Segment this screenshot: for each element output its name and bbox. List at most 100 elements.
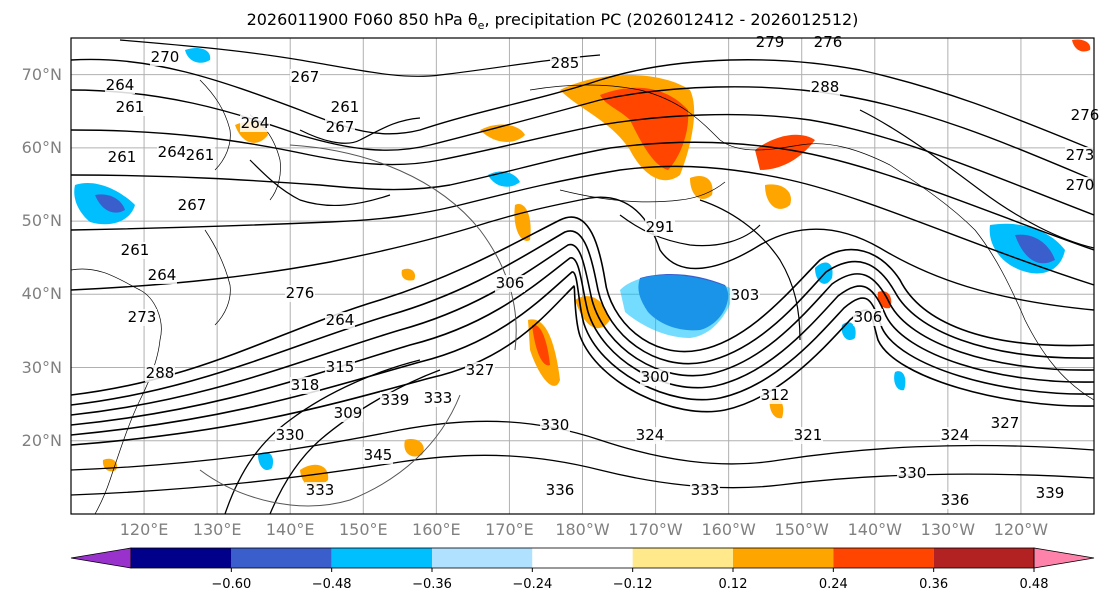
colorbar-segment [231,548,332,568]
contour-label-bg [107,149,137,166]
contour-label: 291 [646,218,675,236]
contour-label-bg [185,147,215,164]
coast-okhotsk [199,79,231,171]
contour-label-bg [1070,107,1100,124]
contour-label-bg [127,309,157,326]
contour-label: 336 [546,481,575,499]
contour-line [71,257,1094,426]
precip-red-alaska [600,87,689,170]
colorbar-extend-high [1033,547,1095,569]
contour-label: 267 [178,196,207,214]
contour-line [859,109,1094,249]
circle-arc-south [199,394,461,507]
longitude-label: 150°W [774,520,829,539]
contour-label-bg [325,312,355,329]
contour-label: 261 [116,98,145,116]
contour-line [299,117,421,144]
contour-line [71,216,1094,396]
map-title: 2026011900 F060 850 hPa θe, precipitatio… [246,10,859,33]
contour-label-bg [157,144,187,161]
contour-line [619,214,761,247]
contour-label: 333 [306,481,335,499]
colorbar-segment [532,548,633,568]
colorbar-outline [130,547,1035,569]
contour-label-bg [990,415,1020,432]
colorbar [70,547,1095,572]
contour-label: 288 [811,78,840,96]
longitude-label: 170°W [628,520,683,539]
contour-label: 339 [1036,484,1065,502]
colorbar-tick-label: 0.12 [718,577,748,592]
contour-label-bg [1065,177,1095,194]
contour-label: 264 [241,114,270,132]
overlay-arcs [199,144,517,507]
precip-orange-ne [1072,39,1091,52]
contour-label: 273 [1066,146,1095,164]
contour-label-bg [333,405,363,422]
contour-label-bg [275,427,305,444]
longitude-label: 130°E [192,520,242,539]
contour-label: 261 [108,148,137,166]
contour-label-bg [423,390,453,407]
contour-line [71,58,1094,151]
contour-label-bg [145,365,175,382]
contour-label-bg [645,219,675,236]
colorbar-extend-low [70,547,132,569]
longitude-label: 120°W [993,520,1049,539]
longitude-label: 160°E [412,520,461,539]
contour-line [71,196,1094,311]
contour-label-bg [285,285,315,302]
contour-label: 345 [364,446,393,464]
precip-cyan-pacific [620,275,735,338]
colorbar-tick-label: 0.24 [818,577,848,592]
colorbar-tick-label: 0.48 [1019,577,1049,592]
colorbar-tick-label: −0.24 [512,577,553,592]
contour-label: 276 [814,33,843,51]
precip-orange-west-small [401,268,416,281]
contour-line [71,420,1094,471]
contour-label-bg [150,49,180,66]
contour-label: 264 [158,143,187,161]
colorbar-segment [632,548,733,568]
contour-label: 267 [291,68,320,86]
colorbar-segment [432,548,533,568]
colorbar-tick-label: −0.36 [412,577,452,592]
contour-label-bg [115,99,145,116]
latitude-label: 20°N [21,430,62,450]
contour-label: 315 [326,358,355,376]
contour-label: 324 [941,426,970,444]
precip-blue-subtropic-1 [258,452,274,471]
contour-label-bg [147,267,177,284]
latitude-label: 70°N [21,64,62,84]
colorbar-segment [833,548,934,568]
contour-label: 309 [334,404,363,422]
contour-label-bg [793,427,823,444]
contour-label-bg [897,465,927,482]
longitude-label: 160°W [701,520,756,539]
contour-label: 270 [1066,176,1095,194]
longitude-label: 150°E [338,520,388,539]
contour-label-bg [363,447,393,464]
contour-label-bg [635,427,665,444]
contour-line [224,359,421,514]
coast-na-west [889,164,1094,401]
longitude-label: 170°E [485,520,534,539]
contour-label-bg [760,387,790,404]
colorbar-tick-label: −0.60 [211,577,252,592]
contour-label: 276 [286,284,315,302]
contour-label-bg [810,79,840,96]
precip-orange-coast [765,184,791,209]
contour-label: 327 [466,361,495,379]
contour-line [699,199,801,341]
contour-label-bg [545,482,575,499]
precip-darkblue-siberia [95,194,125,213]
contour-label: 324 [636,426,665,444]
contour-label: 276 [1071,106,1100,124]
contour-label-bg [325,119,355,136]
precip-red-jet [532,324,550,366]
precip-red-gulf [755,134,815,170]
latitude-label: 40°N [21,284,62,304]
contour-label-bg [853,309,883,326]
longitude-label: 130°W [920,520,976,539]
contour-label-bg [120,242,150,259]
